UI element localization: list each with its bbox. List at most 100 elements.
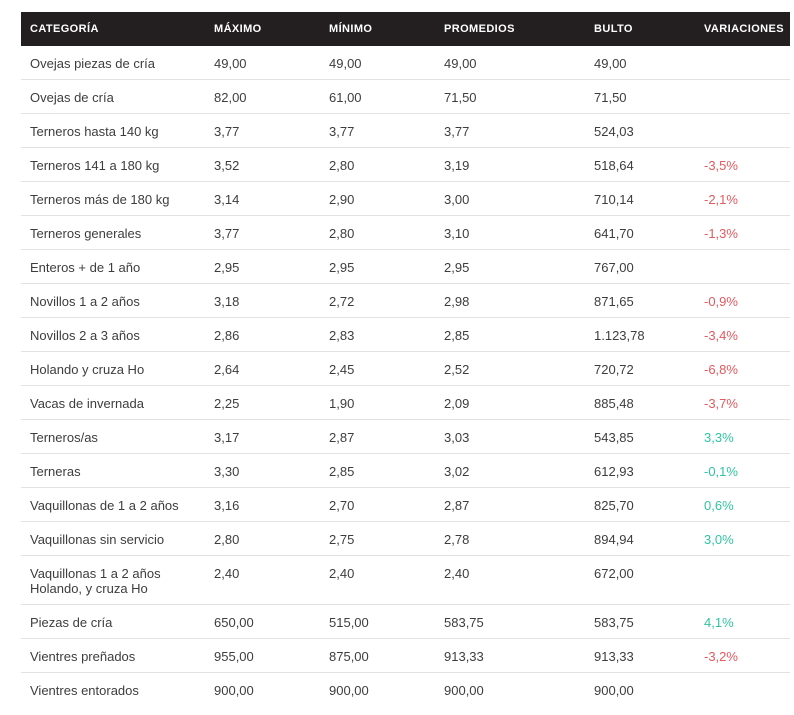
minimo-cell: 2,80 <box>320 215 435 250</box>
category-cell: Vientres entorados <box>30 683 139 698</box>
bulto-cell: 894,94 <box>585 521 695 556</box>
minimo-cell: 3,77 <box>320 113 435 148</box>
category-cell: Vaquillonas de 1 a 2 años <box>21 487 205 522</box>
category-cell: Vaquillonas 1 a 2 años Holando, y cruza … <box>21 555 205 605</box>
variation-cell: -3,5% <box>695 147 790 182</box>
variation-cell: 3,3% <box>695 419 790 454</box>
maximo-cell: 3,17 <box>205 419 320 454</box>
table-row: Vaquillonas sin servicio 2,80 2,75 2,78 … <box>21 521 790 556</box>
column-header-variaciones: VARIACIONES <box>695 12 790 46</box>
variation-cell: -2,1% <box>695 181 790 216</box>
column-header-promedios: PROMEDIOS <box>435 12 585 46</box>
maximo-cell: 49,00 <box>205 46 320 80</box>
category-cell: Vientres preñados <box>21 638 205 673</box>
promedios-cell: 3,02 <box>435 453 585 488</box>
promedios-cell: 3,03 <box>435 419 585 454</box>
category-cell: Terneros hasta 140 kg <box>21 113 205 148</box>
category-cell: Ovejas piezas de cría <box>21 46 205 80</box>
table-row: Vacas de invernada 2,25 1,90 2,09 885,48… <box>21 385 790 420</box>
table-row: Novillos 2 a 3 años 2,86 2,83 2,85 1.123… <box>21 317 790 352</box>
variation-cell <box>695 113 790 148</box>
promedios-cell: 2,98 <box>435 283 585 318</box>
minimo-cell: 2,80 <box>320 147 435 182</box>
column-header-minimo: MÍNIMO <box>320 12 435 46</box>
table-row: Vaquillonas 1 a 2 años Holando, y cruza … <box>21 555 790 605</box>
minimo-cell: 900,00 <box>329 683 369 698</box>
maximo-cell: 2,25 <box>205 385 320 420</box>
maximo-cell: 2,80 <box>205 521 320 556</box>
table-row: Holando y cruza Ho 2,64 2,45 2,52 720,72… <box>21 351 790 386</box>
category-cell: Terneros más de 180 kg <box>21 181 205 216</box>
table-row: Ovejas de cría 82,00 61,00 71,50 71,50 <box>21 79 790 114</box>
bulto-cell: 913,33 <box>585 638 695 673</box>
category-cell: Terneros generales <box>21 215 205 250</box>
table-row: Ovejas piezas de cría 49,00 49,00 49,00 … <box>21 46 790 80</box>
bulto-cell: 767,00 <box>585 249 695 284</box>
livestock-price-table-container: CATEGORÍA MÁXIMO MÍNIMO PROMEDIOS BULTO … <box>21 12 790 706</box>
maximo-cell: 3,14 <box>205 181 320 216</box>
table-row: Piezas de cría 650,00 515,00 583,75 583,… <box>21 604 790 639</box>
promedios-cell: 583,75 <box>435 604 585 639</box>
minimo-cell: 2,70 <box>320 487 435 522</box>
maximo-cell: 3,30 <box>205 453 320 488</box>
maximo-cell: 3,16 <box>205 487 320 522</box>
promedios-cell: 2,09 <box>435 385 585 420</box>
bulto-cell: 71,50 <box>585 79 695 114</box>
category-cell: Terneras <box>21 453 205 488</box>
category-cell: Terneros/as <box>21 419 205 454</box>
category-cell: Enteros + de 1 año <box>21 249 205 284</box>
minimo-cell: 2,72 <box>320 283 435 318</box>
table-row: Terneros 141 a 180 kg 3,52 2,80 3,19 518… <box>21 147 790 182</box>
bulto-cell: 825,70 <box>585 487 695 522</box>
promedios-cell: 2,52 <box>435 351 585 386</box>
promedios-cell: 71,50 <box>435 79 585 114</box>
minimo-cell: 2,85 <box>320 453 435 488</box>
minimo-cell: 2,87 <box>320 419 435 454</box>
promedios-cell: 3,00 <box>435 181 585 216</box>
table-header: CATEGORÍA MÁXIMO MÍNIMO PROMEDIOS BULTO … <box>21 12 790 46</box>
maximo-cell: 3,52 <box>205 147 320 182</box>
variation-cell <box>695 555 790 605</box>
promedios-cell: 2,85 <box>435 317 585 352</box>
maximo-cell: 650,00 <box>205 604 320 639</box>
column-header-bulto: BULTO <box>585 12 695 46</box>
livestock-price-table: CATEGORÍA MÁXIMO MÍNIMO PROMEDIOS BULTO … <box>21 12 790 706</box>
bulto-cell: 612,93 <box>585 453 695 488</box>
table-header-row: CATEGORÍA MÁXIMO MÍNIMO PROMEDIOS BULTO … <box>21 12 790 46</box>
minimo-cell: 49,00 <box>320 46 435 80</box>
table-row: Terneros generales 3,77 2,80 3,10 641,70… <box>21 215 790 250</box>
bulto-cell: 524,03 <box>585 113 695 148</box>
minimo-cell: 1,90 <box>320 385 435 420</box>
variation-cell: -3,4% <box>695 317 790 352</box>
minimo-cell: 515,00 <box>320 604 435 639</box>
table-row: Vientres entorados 900,00 900,00 900,00 … <box>21 673 790 707</box>
promedios-cell: 3,77 <box>435 113 585 148</box>
column-header-categoria: CATEGORÍA <box>21 12 205 46</box>
promedios-cell: 913,33 <box>435 638 585 673</box>
table-row: Enteros + de 1 año 2,95 2,95 2,95 767,00 <box>21 249 790 284</box>
category-cell: Vacas de invernada <box>21 385 205 420</box>
variation-cell: -0,1% <box>695 453 790 488</box>
minimo-cell: 875,00 <box>320 638 435 673</box>
promedios-cell: 900,00 <box>444 683 484 698</box>
minimo-cell: 2,95 <box>320 249 435 284</box>
category-cell: Piezas de cría <box>21 604 205 639</box>
promedios-cell: 3,19 <box>435 147 585 182</box>
maximo-cell: 3,77 <box>205 113 320 148</box>
promedios-cell: 2,95 <box>435 249 585 284</box>
variation-cell: 0,6% <box>695 487 790 522</box>
variation-cell <box>695 79 790 114</box>
table-row: Terneros hasta 140 kg 3,77 3,77 3,77 524… <box>21 113 790 148</box>
promedios-cell: 3,10 <box>435 215 585 250</box>
bulto-cell: 672,00 <box>585 555 695 605</box>
category-cell: Vaquillonas sin servicio <box>21 521 205 556</box>
table-body: Ovejas piezas de cría 49,00 49,00 49,00 … <box>21 46 790 706</box>
promedios-cell: 2,40 <box>435 555 585 605</box>
maximo-cell: 955,00 <box>205 638 320 673</box>
minimo-cell: 2,75 <box>320 521 435 556</box>
bulto-cell: 583,75 <box>585 604 695 639</box>
variation-cell: -3,2% <box>695 638 790 673</box>
bulto-cell: 641,70 <box>585 215 695 250</box>
minimo-cell: 2,45 <box>320 351 435 386</box>
category-cell: Ovejas de cría <box>21 79 205 114</box>
